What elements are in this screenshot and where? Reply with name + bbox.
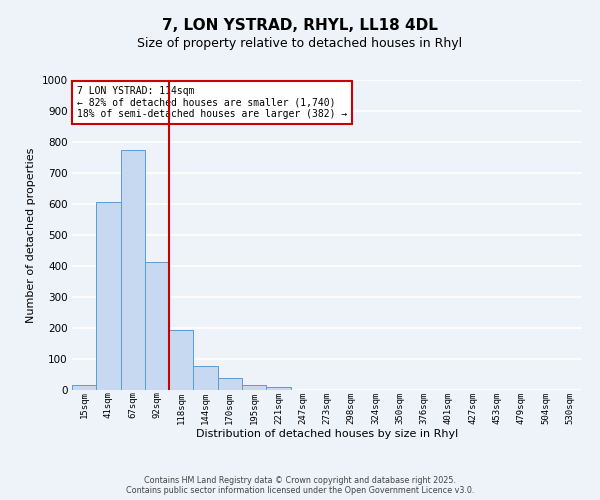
Text: 7, LON YSTRAD, RHYL, LL18 4DL: 7, LON YSTRAD, RHYL, LL18 4DL — [162, 18, 438, 32]
Text: Contains HM Land Registry data © Crown copyright and database right 2025.
Contai: Contains HM Land Registry data © Crown c… — [126, 476, 474, 495]
Text: 7 LON YSTRAD: 114sqm
← 82% of detached houses are smaller (1,740)
18% of semi-de: 7 LON YSTRAD: 114sqm ← 82% of detached h… — [77, 86, 347, 120]
Bar — [218, 378, 242, 390]
Text: Size of property relative to detached houses in Rhyl: Size of property relative to detached ho… — [137, 38, 463, 51]
Bar — [242, 385, 266, 390]
Bar — [266, 387, 290, 390]
Bar — [145, 262, 169, 390]
Bar — [96, 202, 121, 390]
Bar — [169, 330, 193, 390]
Y-axis label: Number of detached properties: Number of detached properties — [26, 148, 36, 322]
X-axis label: Distribution of detached houses by size in Rhyl: Distribution of detached houses by size … — [196, 429, 458, 439]
Bar — [121, 150, 145, 390]
Bar — [72, 386, 96, 390]
Bar — [193, 366, 218, 390]
